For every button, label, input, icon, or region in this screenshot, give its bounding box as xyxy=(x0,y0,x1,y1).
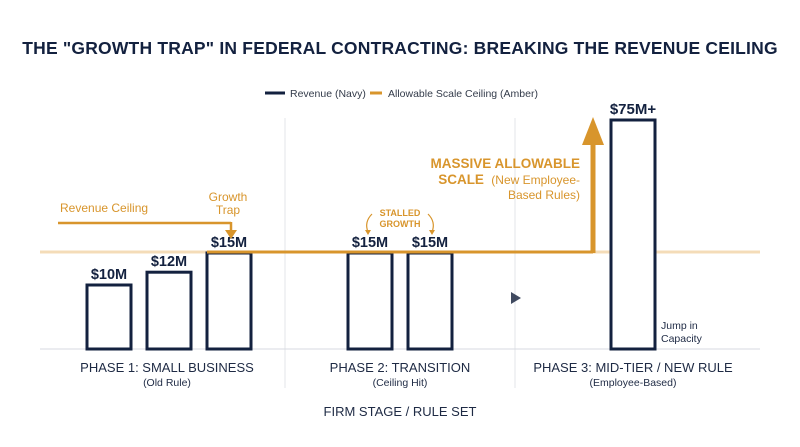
bar-label-1: $10M xyxy=(91,267,127,283)
bar-label-4: $15M xyxy=(352,235,388,251)
stalled-label-1: STALLED xyxy=(380,208,421,218)
bar-label-6: $75M+ xyxy=(610,101,657,118)
stalled-arrow-right xyxy=(427,213,434,233)
stalled-arrowhead-right xyxy=(429,230,435,235)
phase-1-label: PHASE 1: SMALL BUSINESS xyxy=(80,360,254,375)
bar-label-2: $12M xyxy=(151,254,187,270)
bar-6 xyxy=(609,118,657,351)
legend: Revenue (Navy) Allowable Scale Ceiling (… xyxy=(265,88,538,100)
bar-4 xyxy=(346,251,394,351)
phase-1-sub: (Old Rule) xyxy=(143,377,191,389)
bar-1 xyxy=(85,283,133,351)
phase-3-label: PHASE 3: MID-TIER / NEW RULE xyxy=(533,360,733,375)
growth-trap-label-1: Growth xyxy=(209,190,248,204)
phase-2-label: PHASE 2: TRANSITION xyxy=(330,360,471,375)
growth-trap-label-2: Trap xyxy=(216,203,241,217)
massive-label-2: SCALE (New Employee- xyxy=(438,172,580,187)
massive-label-new: (New Employee- xyxy=(491,173,580,187)
stalled-arrowhead-left xyxy=(365,230,371,235)
stalled-label-2: GROWTH xyxy=(380,219,421,229)
revenue-ceiling-label: Revenue Ceiling xyxy=(60,201,148,215)
phase-marker-icon xyxy=(511,292,521,304)
bar-5 xyxy=(406,251,454,351)
massive-label-scale: SCALE xyxy=(438,172,484,187)
phase-3-sub: (Employee-Based) xyxy=(590,377,677,389)
legend-label-ceiling: Allowable Scale Ceiling (Amber) xyxy=(388,88,538,100)
bar-label-5: $15M xyxy=(412,235,448,251)
x-axis-label: FIRM STAGE / RULE SET xyxy=(324,404,477,419)
phase-2-sub: (Ceiling Hit) xyxy=(373,377,428,389)
massive-label-3: Based Rules) xyxy=(508,188,580,202)
jump-label-1: Jump in xyxy=(661,320,698,332)
bar-3 xyxy=(205,251,253,351)
growth-trap-arrowhead xyxy=(225,230,237,239)
bars: $10M $12M $15M $15M $15M $75M+ xyxy=(85,101,657,351)
bar-2 xyxy=(145,270,193,351)
chart-title: THE "GROWTH TRAP" IN FEDERAL CONTRACTING… xyxy=(22,38,778,58)
legend-label-revenue: Revenue (Navy) xyxy=(290,88,366,100)
bar-label-3: $15M xyxy=(211,235,247,251)
stalled-arrow-left xyxy=(366,213,373,233)
massive-label-1: MASSIVE ALLOWABLE xyxy=(430,156,580,171)
massive-scale-arrowhead xyxy=(582,117,604,145)
jump-label-2: Capacity xyxy=(661,333,703,345)
